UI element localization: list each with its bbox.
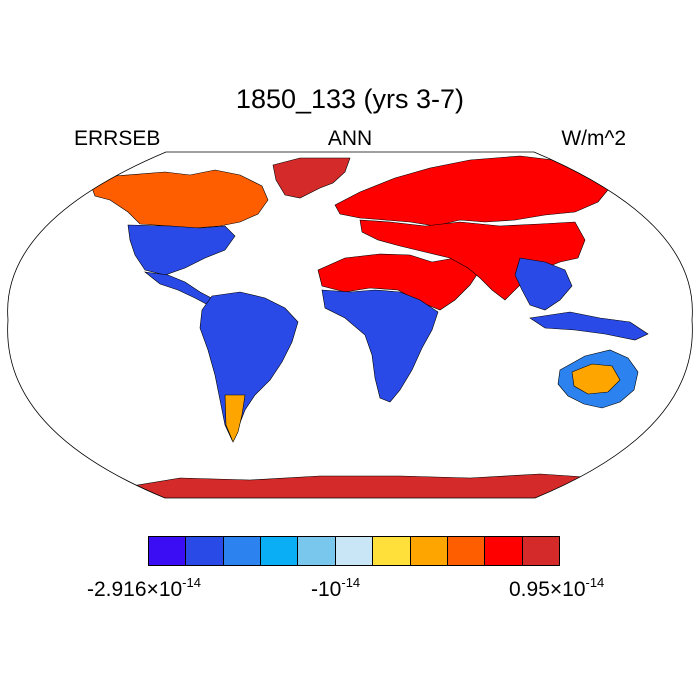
eurasia-north xyxy=(334,155,613,227)
variable-label: ERRSEB xyxy=(74,127,161,150)
colorbar-cell-5 xyxy=(335,537,374,565)
central-america xyxy=(143,271,216,307)
colorbar xyxy=(148,536,560,566)
antarctica xyxy=(59,473,641,498)
australia-interior xyxy=(571,363,621,395)
colorbar-cell-3 xyxy=(261,537,299,565)
colorbar-cell-6 xyxy=(373,537,411,565)
patagonia xyxy=(224,394,246,443)
colorbar-cell-9 xyxy=(485,537,523,565)
sub-saharan-africa xyxy=(321,289,439,403)
colorbar-cell-4 xyxy=(298,537,336,565)
south-america xyxy=(199,291,299,441)
greenland xyxy=(272,157,351,199)
colorbar-cell-10 xyxy=(522,537,559,565)
colorbar-cell-7 xyxy=(410,537,448,565)
colorbar-cell-1 xyxy=(186,537,224,565)
colorbar-cell-0 xyxy=(149,537,187,565)
colorbar-cell-8 xyxy=(447,537,486,565)
plot-title: 1850_133 (yrs 3-7) xyxy=(235,84,465,114)
colorbar-min-label: -2.916×10-14 xyxy=(87,575,201,601)
colorbar-cell-2 xyxy=(223,537,262,565)
indonesia xyxy=(529,311,649,341)
southeast-asia xyxy=(514,257,573,311)
units-label: W/m^2 xyxy=(561,127,626,150)
colorbar-mid-label: -10-14 xyxy=(311,575,361,601)
season-label: ANN xyxy=(327,127,373,150)
north-america-north xyxy=(91,169,269,229)
colorbar-max-label: 0.95×10-14 xyxy=(509,575,605,601)
north-america-east xyxy=(127,224,236,276)
map-outline xyxy=(7,151,693,499)
sahara-arabia xyxy=(317,253,481,311)
